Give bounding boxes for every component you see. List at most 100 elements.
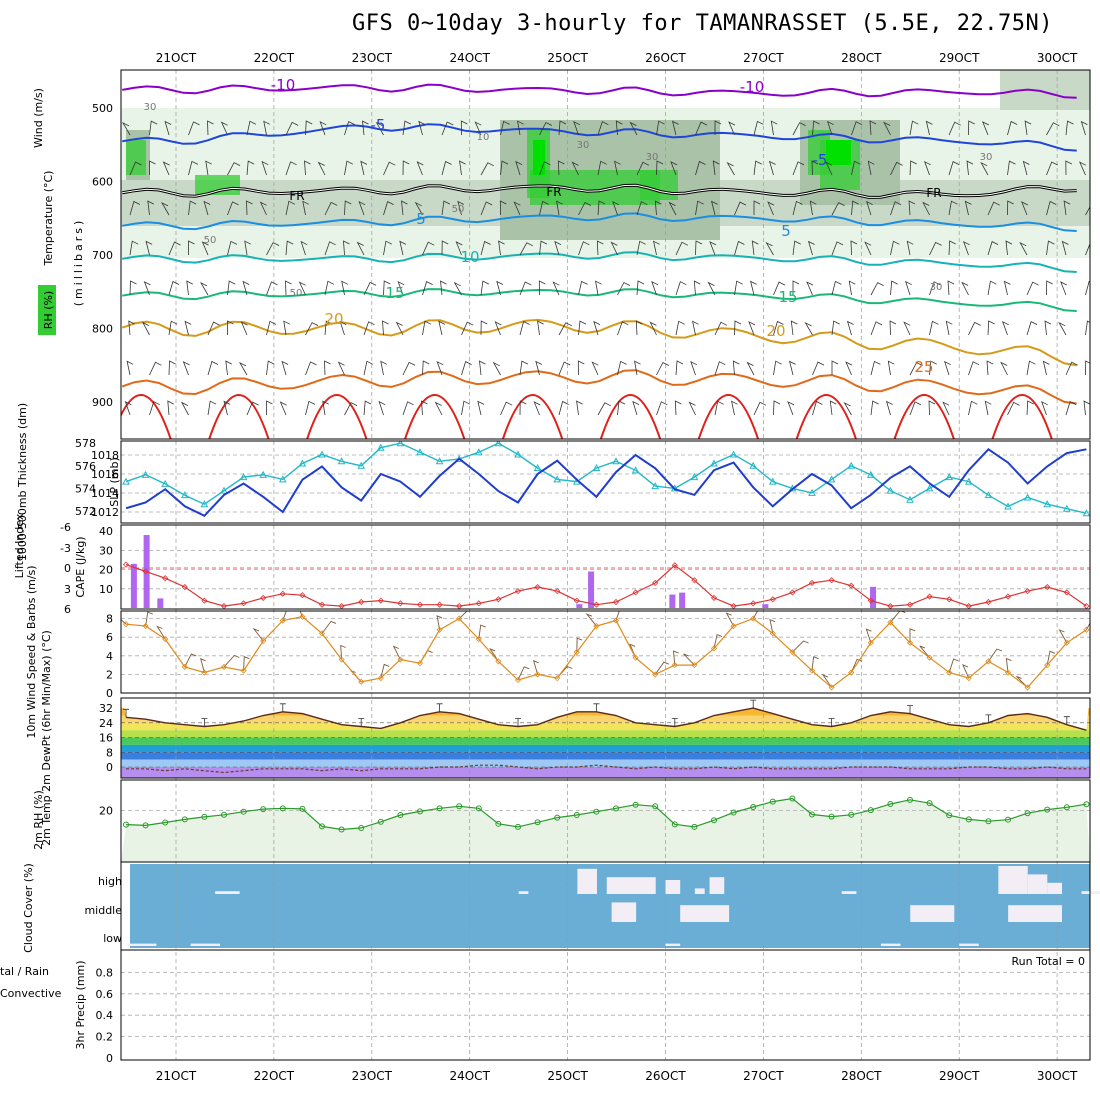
wind-barb (577, 360, 585, 376)
rh-2m-point (613, 805, 619, 812)
thickness-point (1004, 502, 1012, 510)
rh-contour-label: 30 (980, 152, 993, 163)
wind-barb (942, 401, 950, 416)
wind-barb (809, 200, 817, 216)
thickness-point (494, 441, 503, 447)
wind-barb (1046, 161, 1058, 176)
wind-barb (964, 200, 972, 216)
wind-barb (538, 280, 546, 296)
thickness-point (592, 464, 601, 472)
wind-barb (728, 121, 736, 136)
wind-barb (363, 281, 377, 296)
wind-barb (1085, 280, 1090, 296)
wind-barb (929, 241, 942, 256)
wind-barb (436, 360, 444, 376)
isotherm--10 (122, 83, 1077, 99)
thickness-point (651, 482, 660, 490)
x-tick-top: 27OCT (743, 51, 784, 65)
wind-barb-10m (184, 653, 197, 668)
wind-barb (305, 322, 319, 336)
wind-barb (492, 361, 501, 376)
temp-color-band (121, 715, 1090, 723)
wind-barb (422, 320, 432, 336)
thickness-point (416, 448, 424, 456)
precip-tick: 0.8 (96, 966, 114, 979)
isotherm-30-dome (208, 394, 270, 439)
thickness-point (376, 443, 385, 451)
wind-barb (987, 241, 999, 256)
wind-barb (656, 361, 670, 376)
thickness-point (396, 441, 405, 447)
wind-barb (188, 121, 200, 136)
wind-speed-point (652, 671, 659, 678)
wind-barb (714, 361, 726, 376)
wind-barb (947, 280, 955, 296)
isotherm-15 (122, 288, 1077, 312)
rh-contour-label: 50 (452, 204, 465, 215)
rh-2m-point (946, 812, 953, 819)
cloud-patch-high (1047, 882, 1062, 894)
wind-barb (825, 161, 833, 176)
wind-barb (242, 280, 250, 296)
lifted-index-point (456, 603, 463, 609)
wind-barb (632, 400, 640, 416)
wind-barb (438, 320, 446, 336)
cloud-level-label: low (103, 932, 122, 945)
wind-barb (279, 401, 287, 416)
wind-speed-point (162, 635, 169, 643)
wind-barb-10m (615, 611, 620, 621)
x-tick-bottom: 26OCT (645, 1069, 686, 1083)
wind-speed-point (671, 662, 678, 669)
wind-barb-10m (1005, 657, 1012, 673)
wind-barb (773, 320, 784, 336)
wind-barb (714, 120, 722, 135)
wind-speed-point (573, 649, 580, 656)
lifted-index-point (554, 588, 561, 595)
lifted-index-point (926, 593, 933, 600)
wind-barb-10m (752, 611, 759, 619)
wind-barb (121, 121, 131, 136)
wind-barb (831, 241, 844, 256)
wind-barb (304, 160, 311, 176)
wind-barb (578, 280, 588, 296)
wind-barb (362, 120, 369, 136)
wind-barb (285, 200, 296, 216)
lifted-index-point (220, 603, 228, 609)
wind-barb (806, 281, 814, 296)
thickness-point (1043, 500, 1052, 508)
wind-barb (434, 401, 443, 416)
lifted-index-point (691, 577, 698, 584)
lifted-index-point (1063, 589, 1070, 596)
cloud-patch-low (190, 943, 221, 946)
isotherm-30-dome (121, 394, 172, 439)
wind-speed-point (201, 669, 208, 676)
wind-barb (636, 280, 645, 296)
wind-barb (500, 401, 513, 416)
rh-2m-point (965, 816, 972, 823)
wind-barb (539, 161, 551, 176)
panel-frames (120, 69, 1091, 1061)
wind-barb (656, 160, 664, 176)
li-tick: -3 (60, 542, 71, 555)
wind-barb-10m (489, 647, 499, 662)
lifted-index-point (1024, 588, 1031, 595)
thickness-point (298, 459, 307, 467)
wind-barb (162, 161, 170, 176)
isotherm-label: FR (546, 185, 561, 199)
wind-barb (578, 320, 587, 336)
wind-barb (968, 361, 980, 376)
panel-backgrounds (38, 70, 1090, 948)
temp-color-band (121, 737, 1090, 745)
isotherm-label: 25 (914, 358, 933, 376)
lifted-index-point (906, 601, 914, 608)
wind-speed-point (789, 649, 796, 656)
wind-barb (827, 120, 834, 136)
temp-color-band (121, 730, 1090, 738)
cape-bar (588, 571, 595, 608)
temperature-axis-label: Temperature (°C) (42, 171, 55, 267)
wind-barb (1065, 361, 1078, 376)
wind-barb (480, 280, 490, 296)
slp-tick: 1012 (91, 506, 119, 519)
lifted-index-point (514, 588, 522, 595)
temp-minmax-bar (358, 718, 365, 727)
